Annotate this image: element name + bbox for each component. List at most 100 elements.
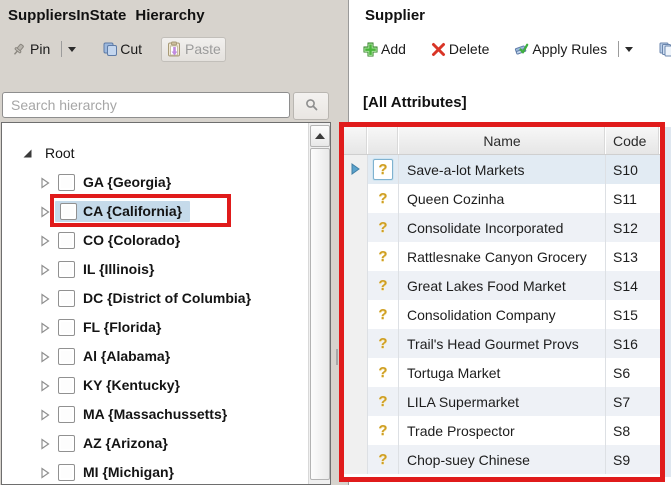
column-header-code[interactable]: Code	[606, 127, 660, 154]
tree-item-checkbox[interactable]	[58, 348, 75, 365]
chevron-expanded-icon[interactable]	[22, 148, 34, 159]
chevron-collapsed-icon[interactable]	[40, 263, 52, 276]
tree-item-michigan[interactable]: MI {Michigan}	[2, 458, 308, 484]
pin-button[interactable]: Pin	[6, 37, 55, 62]
cell-code[interactable]: S10	[613, 161, 638, 178]
tree-item-root[interactable]: Root	[2, 139, 308, 168]
paste-button[interactable]: Paste	[161, 36, 226, 62]
row-selector-cell[interactable]	[344, 213, 368, 242]
row-status-cell[interactable]: ?	[368, 155, 399, 184]
tree-item-florida[interactable]: FL {Florida}	[2, 313, 308, 342]
cell-code[interactable]: S11	[613, 190, 637, 207]
table-row[interactable]: ? Rattlesnake Canyon Grocery S13	[344, 242, 660, 271]
tree-item-kentucky[interactable]: KY {Kentucky}	[2, 371, 308, 400]
tree-item-checkbox[interactable]	[60, 203, 77, 220]
column-header-name[interactable]: Name	[399, 127, 606, 154]
row-selector-cell[interactable]	[344, 416, 368, 445]
view-button[interactable]: View	[653, 37, 671, 62]
chevron-collapsed-icon[interactable]	[40, 205, 52, 218]
table-row[interactable]: ? Great Lakes Food Market S14	[344, 271, 660, 300]
cell-name[interactable]: Chop-suey Chinese	[399, 445, 606, 474]
tree-item-colorado[interactable]: CO {Colorado}	[2, 226, 308, 255]
row-status-cell[interactable]: ?	[368, 387, 399, 416]
row-selector-cell[interactable]	[344, 271, 368, 300]
cell-name[interactable]: Great Lakes Food Market	[399, 271, 606, 300]
tree-item-checkbox[interactable]	[58, 406, 75, 423]
tree-scrollbar[interactable]	[308, 123, 330, 484]
cell-name[interactable]: Rattlesnake Canyon Grocery	[399, 242, 606, 271]
chevron-collapsed-icon[interactable]	[40, 466, 52, 479]
table-row[interactable]: ? Tortuga Market S6	[344, 358, 660, 387]
cell-code[interactable]: S7	[613, 393, 631, 410]
apply-rules-dropdown-icon[interactable]	[625, 46, 634, 52]
cell-name[interactable]: Queen Cozinha	[399, 184, 606, 213]
scroll-up-button[interactable]	[310, 125, 330, 147]
cell-code[interactable]: S14	[613, 277, 638, 294]
table-row[interactable]: ? Consolidation Company S15	[344, 300, 660, 329]
search-button[interactable]	[293, 92, 329, 120]
table-row[interactable]: ? Chop-suey Chinese S9	[344, 445, 660, 474]
row-status-cell[interactable]: ?	[368, 300, 399, 329]
pin-dropdown-icon[interactable]	[68, 46, 77, 52]
tree-item-checkbox[interactable]	[58, 464, 75, 481]
tree-item-checkbox[interactable]	[58, 377, 75, 394]
table-row[interactable]: ? Trail's Head Gourmet Provs S16	[344, 329, 660, 358]
row-selector-cell[interactable]	[344, 387, 368, 416]
tree-item-georgia[interactable]: GA {Georgia}	[2, 168, 308, 197]
cell-code[interactable]: S9	[613, 451, 631, 468]
row-status-cell[interactable]: ?	[368, 213, 399, 242]
tree-item-checkbox[interactable]	[58, 319, 75, 336]
row-status-cell[interactable]: ?	[368, 358, 399, 387]
tree-item-checkbox[interactable]	[58, 261, 75, 278]
cell-code[interactable]: S6	[613, 364, 631, 381]
cell-code[interactable]: S13	[613, 248, 638, 265]
tree-item-alabama[interactable]: Al {Alabama}	[2, 342, 308, 371]
row-selector-cell[interactable]	[344, 242, 368, 271]
row-status-cell[interactable]: ?	[368, 271, 399, 300]
chevron-collapsed-icon[interactable]	[40, 379, 52, 392]
tree-item-checkbox[interactable]	[58, 174, 75, 191]
cell-name[interactable]: LILA Supermarket	[399, 387, 606, 416]
cut-button[interactable]: Cut	[96, 37, 147, 62]
tree-item-checkbox[interactable]	[58, 290, 75, 307]
tree-item-checkbox[interactable]	[58, 232, 75, 249]
table-row[interactable]: ? Queen Cozinha S11	[344, 184, 660, 213]
chevron-collapsed-icon[interactable]	[40, 234, 52, 247]
row-status-cell[interactable]: ?	[368, 445, 399, 474]
table-row[interactable]: ? LILA Supermarket S7	[344, 387, 660, 416]
cell-name[interactable]: Trade Prospector	[399, 416, 606, 445]
row-selector-cell[interactable]	[344, 155, 368, 184]
grid-scrollbar[interactable]	[665, 127, 671, 477]
tree-item-california[interactable]: CA {California}	[2, 197, 308, 226]
row-selector-cell[interactable]	[344, 358, 368, 387]
table-row[interactable]: ? Trade Prospector S8	[344, 416, 660, 445]
cell-name[interactable]: Tortuga Market	[399, 358, 606, 387]
table-row-selected[interactable]: ? Save-a-lot Markets S10	[344, 155, 660, 184]
delete-button[interactable]: Delete	[425, 37, 494, 62]
cell-code[interactable]: S15	[613, 306, 638, 323]
tree-item-arizona[interactable]: AZ {Arizona}	[2, 429, 308, 458]
search-input[interactable]	[2, 92, 290, 118]
table-row[interactable]: ? Consolidate Incorporated S12	[344, 213, 660, 242]
cell-name[interactable]: Consolidate Incorporated	[399, 213, 606, 242]
cell-name[interactable]: Consolidation Company	[399, 300, 606, 329]
tree-item-massachusetts[interactable]: MA {Massachussetts}	[2, 400, 308, 429]
row-status-cell[interactable]: ?	[368, 184, 399, 213]
row-selector-cell[interactable]	[344, 445, 368, 474]
apply-rules-button[interactable]: Apply Rules	[508, 37, 612, 62]
add-button[interactable]: Add	[357, 37, 411, 62]
chevron-collapsed-icon[interactable]	[40, 350, 52, 363]
tree-item-checkbox[interactable]	[58, 435, 75, 452]
row-selector-cell[interactable]	[344, 329, 368, 358]
chevron-collapsed-icon[interactable]	[40, 292, 52, 305]
row-selector-cell[interactable]	[344, 300, 368, 329]
chevron-collapsed-icon[interactable]	[40, 176, 52, 189]
row-status-cell[interactable]: ?	[368, 329, 399, 358]
tree-item-illinois[interactable]: IL {Illinois}	[2, 255, 308, 284]
row-selector-cell[interactable]	[344, 184, 368, 213]
chevron-collapsed-icon[interactable]	[40, 408, 52, 421]
cell-code[interactable]: S12	[613, 219, 638, 236]
chevron-collapsed-icon[interactable]	[40, 437, 52, 450]
cell-code[interactable]: S8	[613, 422, 631, 439]
tree-item-district-of-columbia[interactable]: DC {District of Columbia}	[2, 284, 308, 313]
